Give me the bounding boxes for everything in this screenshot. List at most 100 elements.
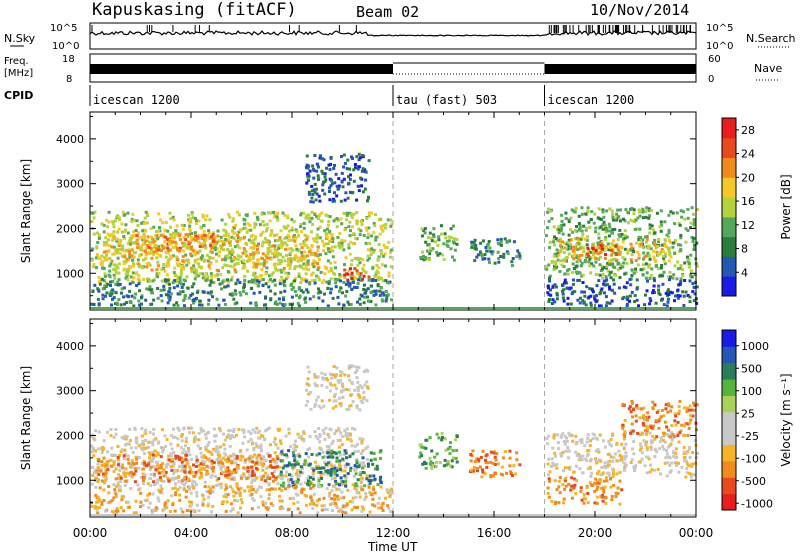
data-cell xyxy=(322,242,326,246)
data-cell xyxy=(642,257,646,261)
data-cell xyxy=(443,437,447,441)
data-cell xyxy=(118,486,122,490)
data-cell xyxy=(238,228,242,232)
data-cell xyxy=(108,244,112,248)
data-cell xyxy=(350,212,354,216)
data-cell xyxy=(204,446,208,449)
data-cell xyxy=(318,213,321,217)
data-cell xyxy=(496,238,500,242)
data-cell xyxy=(326,461,330,465)
data-cell xyxy=(368,249,372,253)
data-cell xyxy=(174,244,178,247)
data-cell xyxy=(553,235,556,239)
data-cell xyxy=(353,444,357,448)
data-cell xyxy=(646,251,650,255)
data-cell xyxy=(340,443,344,447)
data-cell xyxy=(122,509,126,513)
data-cell xyxy=(184,440,188,444)
data-cell xyxy=(278,499,282,503)
data-cell xyxy=(474,247,478,251)
data-cell xyxy=(327,223,330,227)
data-cell xyxy=(360,509,364,513)
data-cell xyxy=(302,439,306,443)
data-cell xyxy=(316,174,320,178)
data-cell xyxy=(668,463,672,467)
data-cell xyxy=(313,382,317,386)
data-cell xyxy=(104,281,108,285)
data-cell xyxy=(476,457,480,461)
data-cell xyxy=(685,255,689,259)
data-cell xyxy=(306,479,310,483)
data-cell xyxy=(179,272,183,275)
data-cell xyxy=(676,260,680,264)
data-cell xyxy=(197,438,201,442)
data-cell xyxy=(662,270,666,274)
data-cell xyxy=(310,452,314,456)
data-cell xyxy=(126,267,130,271)
data-cell xyxy=(357,227,361,231)
data-cell xyxy=(264,429,268,433)
data-cell xyxy=(97,469,101,473)
data-cell xyxy=(329,463,333,467)
data-cell xyxy=(169,452,173,456)
data-cell xyxy=(116,509,120,513)
data-cell xyxy=(518,256,522,260)
data-cell xyxy=(589,294,593,298)
data-cell xyxy=(348,177,352,181)
data-cell xyxy=(104,294,107,298)
data-cell xyxy=(663,220,667,224)
data-cell xyxy=(235,485,239,489)
data-cell xyxy=(259,495,263,499)
data-cell xyxy=(175,278,179,282)
data-cell xyxy=(315,233,319,237)
data-cell xyxy=(139,500,143,504)
data-cell xyxy=(261,252,265,256)
data-cell xyxy=(373,274,377,278)
data-cell xyxy=(311,167,315,171)
data-cell xyxy=(330,269,334,273)
data-cell xyxy=(576,278,580,282)
data-cell xyxy=(194,249,198,253)
data-cell xyxy=(126,458,130,461)
data-cell xyxy=(320,281,324,285)
data-cell xyxy=(377,255,381,259)
data-cell xyxy=(111,238,115,242)
data-cell xyxy=(259,457,263,461)
data-cell xyxy=(594,300,598,304)
data-cell xyxy=(140,221,143,225)
data-cell xyxy=(119,475,122,479)
data-cell xyxy=(669,210,673,214)
data-cell xyxy=(139,253,143,257)
data-cell xyxy=(182,427,186,431)
data-cell xyxy=(362,269,366,273)
data-cell xyxy=(688,456,692,459)
data-cell xyxy=(631,432,635,436)
data-cell xyxy=(502,252,506,256)
data-cell xyxy=(267,493,271,497)
data-cell xyxy=(448,464,452,468)
data-cell xyxy=(330,497,334,501)
data-cell xyxy=(641,263,645,267)
data-cell xyxy=(324,469,328,473)
data-cell xyxy=(131,212,135,216)
data-cell xyxy=(316,275,320,279)
data-cell xyxy=(376,483,380,487)
data-cell xyxy=(485,249,489,253)
data-cell xyxy=(229,240,232,244)
data-cell xyxy=(148,456,152,460)
data-cell xyxy=(304,296,308,300)
data-cell xyxy=(355,465,359,469)
data-cell xyxy=(200,234,204,238)
data-cell xyxy=(695,208,699,212)
data-cell xyxy=(359,452,363,456)
data-cell xyxy=(207,231,211,235)
data-cell xyxy=(194,234,198,238)
data-cell xyxy=(286,233,290,237)
data-cell xyxy=(108,275,112,279)
data-cell xyxy=(615,218,619,222)
data-cell xyxy=(105,218,109,222)
data-cell xyxy=(606,269,610,273)
data-cell xyxy=(644,442,648,446)
data-cell xyxy=(120,230,124,234)
data-cell xyxy=(659,266,663,270)
